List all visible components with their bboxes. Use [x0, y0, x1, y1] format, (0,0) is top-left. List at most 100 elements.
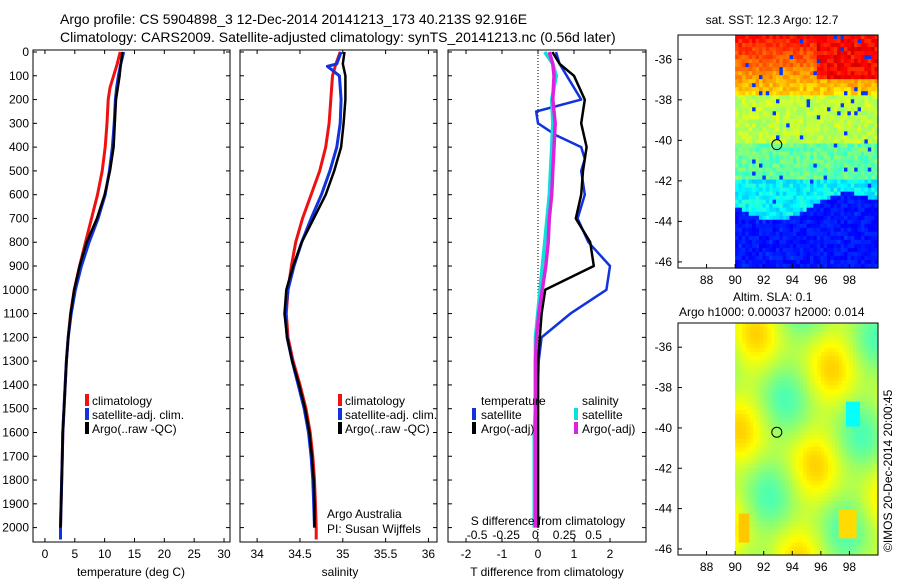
sla-cell [817, 356, 822, 361]
sst-cell [871, 71, 876, 76]
sla-cell [842, 538, 847, 544]
sst-cell [741, 147, 746, 153]
sla-cell [770, 505, 776, 510]
sla-cell [856, 451, 861, 457]
sst-cell [789, 55, 794, 60]
sla-cell [770, 455, 776, 461]
legend-swatch-argo [338, 422, 342, 434]
sst-cell [793, 235, 797, 241]
sst-cell [837, 35, 842, 40]
sla-cell [810, 501, 815, 506]
lat-tick-label: -42 [655, 461, 673, 475]
sst-cell [813, 251, 818, 257]
sst-cell [782, 147, 787, 153]
sst-cell [755, 51, 760, 56]
sst-cell [782, 111, 787, 116]
sst-cell [735, 207, 740, 213]
sla-cell [763, 405, 768, 411]
sla-cell [785, 463, 790, 469]
sla-cell [770, 385, 776, 390]
sla-cell [778, 339, 783, 345]
sla-cell [810, 343, 815, 349]
sst-cell [840, 35, 845, 40]
sla-cell [745, 381, 751, 386]
sst-cell [803, 75, 808, 80]
sst-cell [803, 155, 808, 161]
salinity-legend: climatology satellite-adj. clim. Argo(..… [338, 394, 437, 436]
sst-cell [861, 231, 865, 237]
sst-cell [803, 39, 808, 44]
sla-cell [838, 455, 843, 461]
sst-cell [803, 215, 808, 221]
sla-cell [824, 517, 829, 523]
sst-cell [840, 175, 845, 181]
sla-cell [870, 488, 876, 494]
sla-cell [745, 513, 751, 519]
sst-cell [850, 175, 855, 181]
sst-cell [776, 119, 780, 124]
sst-cell [803, 63, 808, 68]
sla-cell [760, 385, 765, 390]
sst-cell [840, 91, 845, 96]
sla-cell [813, 497, 818, 502]
sst-cell [864, 75, 869, 80]
sst-cell [833, 260, 838, 265]
sst-cell [752, 163, 757, 169]
sla-cell [845, 497, 851, 502]
sst-cell [816, 87, 821, 92]
sst-cell [738, 39, 743, 44]
sla-cell [774, 492, 779, 498]
sst-cell [793, 83, 797, 88]
sst-cell [857, 247, 862, 253]
sla-cell [738, 430, 743, 436]
sla-cell [845, 323, 851, 328]
sst-cell [752, 179, 757, 185]
sla-cell [849, 443, 854, 448]
sst-cell [772, 260, 777, 265]
t-diff-tick-label: 2 [607, 547, 614, 561]
sst-cell [837, 219, 842, 225]
sla-cell [824, 389, 829, 394]
sst-cell [816, 139, 821, 144]
sla-cell [867, 381, 872, 386]
sla-cell [856, 347, 861, 353]
legend-label-climatology: climatology [345, 394, 405, 408]
sla-cell [774, 439, 779, 444]
sla-cell [738, 401, 743, 407]
sla-cell [806, 331, 811, 336]
sla-cell [774, 331, 779, 336]
sst-cell [765, 131, 770, 136]
sst-cell [759, 127, 763, 132]
sla-cell [749, 459, 754, 465]
sst-cell [857, 159, 862, 165]
sla-cell [806, 360, 811, 365]
sst-cell [871, 215, 876, 221]
sla-cell [860, 472, 865, 477]
sst-cell [837, 155, 842, 161]
sst-cell [765, 219, 770, 225]
sst-cell [844, 51, 848, 56]
sla-cell [785, 327, 790, 332]
sla-cell [842, 339, 847, 345]
sla-cell [803, 447, 808, 452]
sst-cell [847, 159, 852, 165]
sst-cell [833, 199, 838, 205]
sla-cell [863, 459, 868, 465]
sla-cell [799, 550, 804, 556]
sst-cell [830, 147, 835, 153]
sst-cell [844, 211, 848, 217]
sla-cell [803, 339, 808, 345]
sla-cell [763, 542, 768, 548]
sst-cell [823, 223, 828, 229]
sla-cell [803, 538, 808, 544]
sst-cell [748, 143, 753, 149]
sla-cell [763, 538, 768, 544]
sla-cell [849, 455, 854, 461]
sst-cell [850, 75, 855, 80]
sla-cell [795, 509, 801, 515]
sst-cell [874, 227, 879, 233]
sst-cell [816, 167, 821, 173]
sst-cell [806, 51, 811, 56]
sst-cell [803, 71, 808, 76]
sst-cell [765, 91, 770, 96]
